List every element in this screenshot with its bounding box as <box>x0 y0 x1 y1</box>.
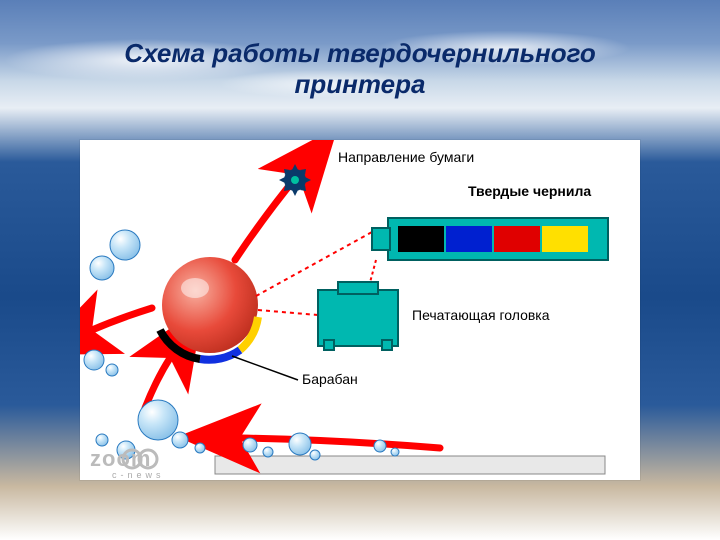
drum <box>160 257 258 360</box>
drum-pointer <box>232 356 298 380</box>
watermark: zoom c-news <box>90 446 165 480</box>
title-line-2: принтера <box>0 69 720 100</box>
slide-background: Схема работы твердочернильного принтера <box>0 0 720 540</box>
label-drum: Барабан <box>302 371 358 387</box>
print-head <box>318 282 398 350</box>
label-solid-ink: Твердые чернила <box>468 183 591 199</box>
diagram-panel: Направление бумаги Твердые чернила Печат… <box>80 140 640 480</box>
slide-title: Схема работы твердочернильного принтера <box>0 38 720 100</box>
paper-tray <box>215 456 605 474</box>
svg-text:c-news: c-news <box>112 470 165 480</box>
diagram-svg: Направление бумаги Твердые чернила Печат… <box>80 140 640 480</box>
label-paper-direction: Направление бумаги <box>338 149 474 165</box>
title-line-1: Схема работы твердочернильного <box>0 38 720 69</box>
label-print-head: Печатающая головка <box>412 307 550 323</box>
ink-cartridge <box>372 218 608 260</box>
